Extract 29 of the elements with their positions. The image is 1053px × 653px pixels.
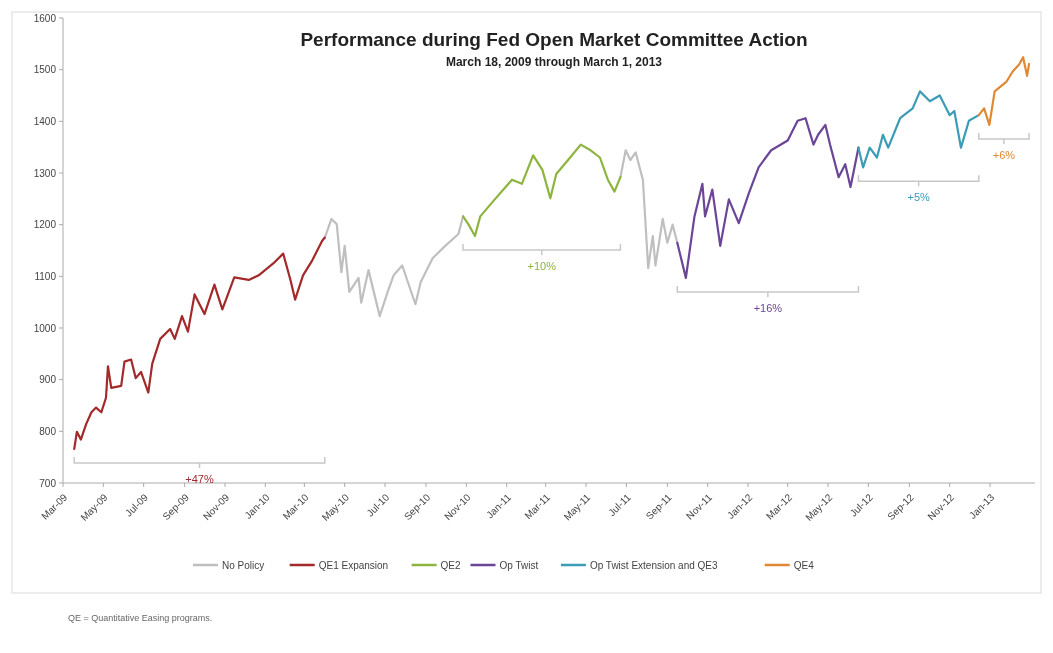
line-series (676, 117, 860, 279)
y-tick-label: 900 (39, 374, 57, 386)
y-tick-label: 800 (39, 425, 57, 437)
y-tick-label: 1600 (33, 12, 57, 24)
legend-label: QE4 (793, 559, 815, 571)
legend-label: Op Twist Extension and QE3 (589, 559, 718, 571)
text: Performance during Fed Open Market Committee Action (300, 29, 808, 50)
y-tick-label: 1100 (34, 270, 57, 282)
annotation: +5% (907, 191, 930, 204)
y-tick-label: 1500 (33, 64, 57, 76)
annotation: +6% (992, 148, 1016, 161)
annotation: +10% (527, 259, 557, 272)
y-tick-label: 1300 (33, 167, 57, 179)
text: QE = Quantitative Easing programs. (68, 613, 213, 623)
text: March 18, 2009 through March 1, 2013 (445, 55, 663, 69)
annotation: +47% (185, 472, 214, 485)
y-tick-label: 1200 (33, 219, 57, 231)
line-series (461, 143, 622, 238)
legend-label: QE2 (440, 559, 462, 571)
y-tick-label: 700 (39, 477, 57, 489)
annotation: +16% (753, 301, 783, 314)
line-series (977, 56, 1031, 127)
legend-label: QE1 Expansion (318, 559, 389, 571)
legend-label: No Policy (222, 559, 265, 571)
line-series (857, 90, 980, 169)
line-series (73, 236, 326, 450)
y-tick-label: 1000 (33, 322, 57, 334)
legend-label: Op Twist (499, 559, 539, 571)
y-tick-label: 1400 (33, 115, 57, 127)
